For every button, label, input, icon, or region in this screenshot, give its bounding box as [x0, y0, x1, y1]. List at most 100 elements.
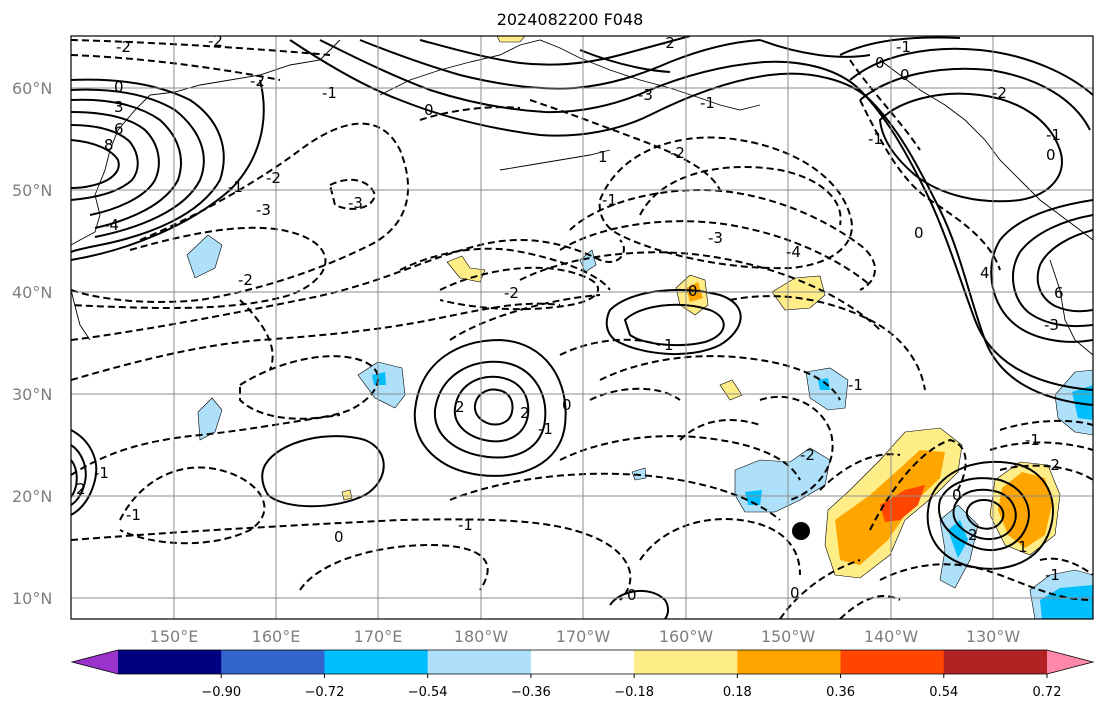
contour-line — [926, 460, 1054, 570]
contour-label: -2 — [660, 34, 675, 52]
contour-line — [473, 388, 514, 426]
contour-label: -2 — [504, 284, 519, 302]
colorbar-segment — [324, 650, 429, 674]
contour-line — [239, 299, 274, 371]
contour-line — [71, 226, 327, 309]
contour-line — [759, 395, 834, 501]
contour-line — [990, 199, 1093, 343]
lat-label: 60°N — [12, 79, 52, 98]
contour-label: -3 — [256, 201, 271, 219]
contour-label: -1 — [896, 38, 911, 56]
contour-line — [299, 543, 489, 591]
contour-line — [439, 266, 600, 311]
contour-line — [71, 239, 625, 341]
colorbar-tick-label: −0.72 — [305, 685, 345, 700]
contour-line — [869, 438, 967, 531]
contour-line — [71, 414, 341, 476]
contour-line — [999, 419, 1093, 431]
contour-label: -4 — [786, 243, 801, 261]
contour-line — [71, 139, 120, 189]
contour-label: -1 — [602, 191, 617, 209]
coastline — [379, 39, 761, 111]
contour-line — [559, 220, 871, 286]
contour-line — [433, 360, 547, 459]
colorbar-tick-label: −0.54 — [408, 685, 448, 700]
contour-label: -4 — [104, 216, 119, 234]
lon-label: 170°W — [556, 627, 611, 646]
coastline — [71, 39, 341, 246]
colorbar-extend-low — [72, 650, 118, 674]
contour-line — [559, 435, 801, 481]
contour-label: -1 — [94, 464, 109, 482]
contour-line — [319, 39, 1093, 391]
colorbar-segment — [943, 650, 1048, 674]
contour-line — [937, 477, 1030, 551]
lat-label: 40°N — [12, 283, 52, 302]
negative-anomaly-region — [818, 378, 830, 390]
colorbar-segment — [840, 650, 945, 674]
contour-label: 0 — [900, 66, 910, 84]
contour-label: 0 — [688, 282, 698, 300]
coastline — [499, 149, 611, 171]
contour-line — [569, 188, 876, 291]
contour-line — [71, 518, 632, 601]
contour-label: -1 — [848, 376, 863, 394]
negative-anomaly-region — [186, 234, 223, 279]
contour-label: 2 — [520, 404, 530, 422]
positive-anomaly-region — [719, 379, 743, 401]
contour-label: 1 — [664, 336, 674, 354]
contour-line — [71, 122, 409, 303]
contour-line — [1039, 557, 1093, 576]
contour-line — [419, 36, 691, 66]
contour-label: 1 — [1018, 538, 1028, 556]
contour-label: 2 — [968, 526, 978, 544]
colorbar: −0.90 −0.72 −0.54 −0.36 −0.18 0.18 0.36 0.54 0.7… — [70, 649, 1095, 700]
lon-label: 160°E — [252, 627, 301, 646]
contour-line — [779, 559, 861, 619]
colorbar-tick-label: 0.72 — [1033, 685, 1062, 700]
contour-line — [878, 92, 1063, 203]
contour-label: -3 — [348, 194, 363, 212]
contour-label: 0 — [334, 528, 344, 546]
colorbar-segment — [530, 650, 635, 674]
map-title: 2024082200 F048 — [496, 10, 644, 29]
lat-label: 10°N — [12, 589, 52, 608]
negative-anomaly-region — [745, 490, 762, 505]
gridlines — [71, 36, 1093, 619]
colorbar-segment — [427, 650, 532, 674]
lon-label: 170°E — [354, 627, 403, 646]
contour-label: -1 — [322, 84, 337, 102]
solid-contours — [71, 36, 1093, 619]
lon-label: 180°W — [454, 627, 509, 646]
contour-label: -3 — [708, 229, 723, 247]
contour-label: -2 — [1045, 456, 1060, 474]
colorbar-extend-high — [1047, 650, 1093, 674]
contour-line — [589, 387, 681, 401]
contour-line — [952, 488, 1017, 541]
contour-label: -1 — [1045, 566, 1060, 584]
storm-center-marker — [792, 522, 810, 540]
contour-line — [999, 464, 1093, 481]
contour-line — [639, 166, 842, 226]
contour-line — [965, 499, 1005, 530]
contour-label: -3 — [638, 86, 653, 104]
contour-line — [1036, 229, 1093, 313]
contour-label: -1 — [458, 516, 473, 534]
contour-label: 2 — [76, 480, 86, 498]
contour-line — [609, 589, 669, 619]
contour-line — [71, 88, 205, 238]
lat-label: 30°N — [12, 385, 52, 404]
lat-label: 20°N — [12, 487, 52, 506]
longitude-labels: 150°E 160°E 170°E 180°W 170°W 160°W 150°… — [150, 627, 1021, 646]
colorbar-outline — [70, 649, 1095, 675]
contour-line — [449, 294, 601, 341]
dashed-contours — [71, 39, 1093, 619]
contour-label: 0 — [424, 101, 434, 119]
contour-label: 6 — [1054, 284, 1064, 302]
contour-label: 8 — [104, 136, 114, 154]
colorbar-tick-label: −0.18 — [614, 685, 654, 700]
contour-line — [71, 124, 139, 201]
contour-label: 3 — [114, 98, 124, 116]
contour-label: 4 — [980, 264, 990, 282]
